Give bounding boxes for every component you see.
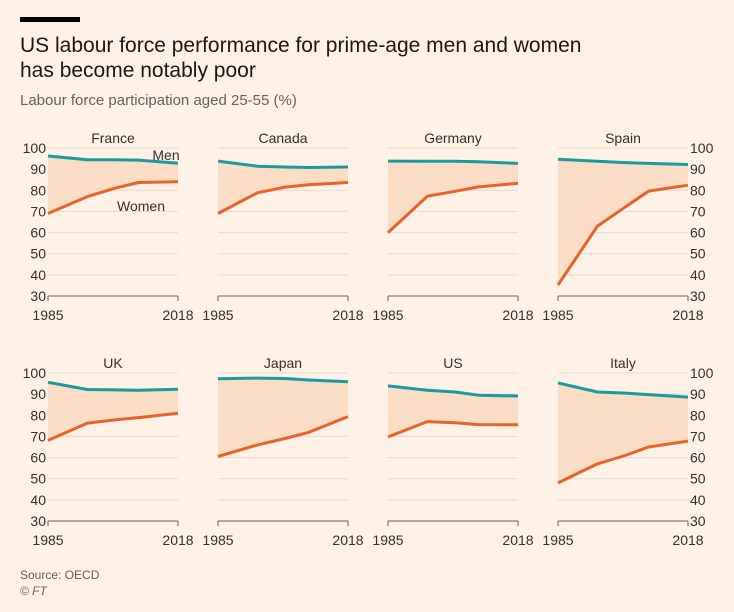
men-line [217,159,349,169]
y-tick-label: 90 [690,386,706,402]
women-line [387,420,519,439]
y-tick-label: 40 [690,492,706,508]
men-line [557,381,689,399]
panel-title: France [91,130,135,146]
footer: Source: OECD © FT [20,567,99,599]
women-line [217,415,349,458]
y-tick-label: 100 [690,140,714,156]
x-tick-label: 1985 [372,532,403,548]
y-tick-label: 30 [690,513,706,529]
y-tick-label: 70 [30,428,46,444]
y-tick-label: 70 [690,428,706,444]
women-series-label: Women [117,198,165,214]
x-tick-label: 1985 [32,532,63,548]
x-tick-label: 1985 [202,532,233,548]
chart-title-line-1: US labour force performance for prime-ag… [20,34,582,57]
y-tick-label: 90 [30,386,46,402]
women-line [386,181,519,234]
y-tick-label: 90 [690,161,706,177]
y-tick-label: 60 [30,450,46,466]
x-tick-label: 1985 [202,307,233,323]
men-line [387,159,519,165]
y-tick-label: 100 [23,365,47,381]
x-tick-label: 2018 [332,532,363,548]
men-line [217,376,349,384]
y-tick-label: 80 [30,182,46,198]
x-tick-label: 2018 [162,307,193,323]
y-tick-label: 90 [30,161,46,177]
y-tick-label: 50 [30,246,46,262]
y-tick-label: 80 [690,407,706,423]
y-tick-label: 40 [30,267,46,283]
women-line [556,183,689,286]
source-note: Source: OECD [20,568,100,582]
panel-title: Japan [264,355,302,371]
y-tick-label: 40 [30,492,46,508]
y-tick-label: 100 [690,365,714,381]
men-line [47,380,179,392]
y-tick-label: 50 [690,246,706,262]
y-tick-label: 80 [690,182,706,198]
x-tick-label: 1985 [32,307,63,323]
men-line [557,157,689,166]
men-line [387,384,519,398]
gap-area [558,159,688,285]
gap-area [218,378,348,457]
men-line [47,154,179,165]
chart-title: US labour force performance for prime-ag… [20,33,710,83]
y-tick-label: 50 [30,471,46,487]
women-line [557,439,689,485]
x-tick-label: 1985 [542,532,573,548]
chart-subtitle: Labour force participation aged 25-55 (%… [20,92,297,109]
panel-title: Italy [610,355,636,371]
panel-title: UK [103,355,123,371]
gap-area [388,161,518,233]
y-tick-label: 60 [690,225,706,241]
y-tick-label: 100 [23,140,47,156]
y-tick-label: 80 [30,407,46,423]
panel-title: Germany [424,130,482,146]
x-tick-label: 2018 [332,307,363,323]
y-tick-label: 60 [690,450,706,466]
copyright-note: © FT [20,584,47,598]
x-tick-label: 2018 [502,307,533,323]
y-tick-label: 30 [30,513,46,529]
y-tick-label: 50 [690,471,706,487]
women-line [217,181,349,215]
panel-title: Canada [258,130,307,146]
x-tick-label: 1985 [372,307,403,323]
x-tick-label: 2018 [672,532,703,548]
ft-top-rule [20,17,80,22]
men-series-label: Men [152,147,179,163]
y-tick-label: 60 [30,225,46,241]
women-line [47,411,179,442]
x-tick-label: 2018 [672,307,703,323]
y-tick-label: 30 [690,288,706,304]
panel-title: US [443,355,462,371]
y-tick-label: 40 [690,267,706,283]
x-tick-label: 2018 [162,532,193,548]
y-tick-label: 30 [30,288,46,304]
women-line [47,180,179,215]
y-tick-label: 70 [30,203,46,219]
x-tick-label: 1985 [542,307,573,323]
y-tick-label: 70 [690,203,706,219]
gap-area [558,382,688,483]
panel-title: Spain [605,130,641,146]
chart-title-line-2: has become notably poor [20,59,256,82]
x-tick-label: 2018 [502,532,533,548]
